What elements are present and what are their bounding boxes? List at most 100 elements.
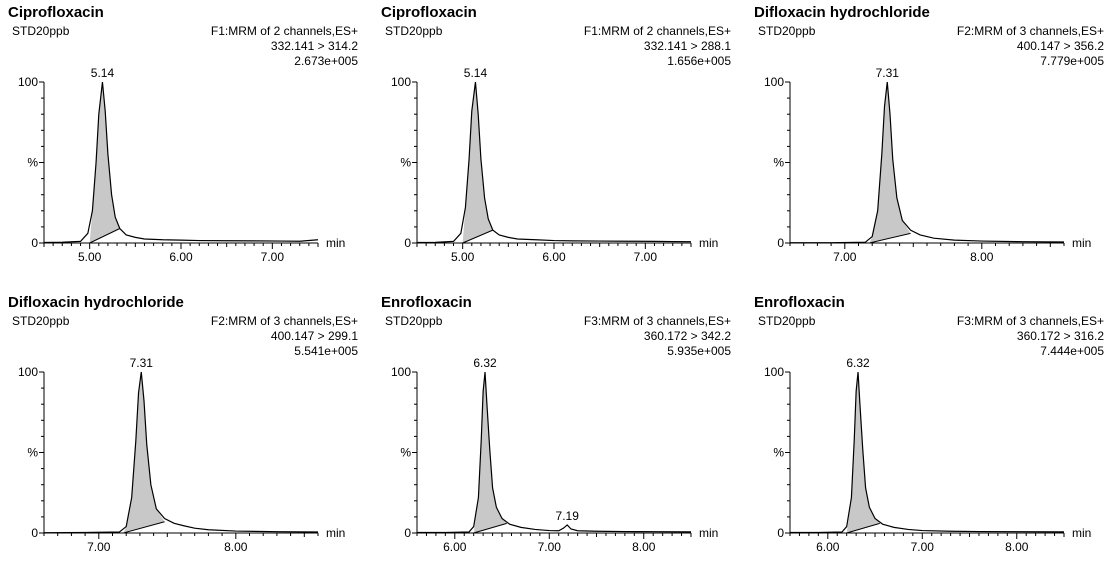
y-tick-label: %	[400, 156, 411, 170]
chromatogram-trace	[790, 81, 1065, 244]
y-tick-label: 100	[391, 365, 411, 379]
y-tick-label: %	[27, 156, 38, 170]
y-tick-label: %	[773, 156, 784, 170]
peak-label: 7.19	[556, 509, 580, 523]
chart-title: Enrofloxacin	[381, 294, 472, 311]
chromatogram-trace	[417, 371, 692, 534]
sample-name: STD20ppb	[12, 24, 70, 38]
peak-area	[123, 372, 165, 533]
y-tick-label: 0	[31, 526, 38, 540]
x-axis-label: min	[699, 236, 718, 250]
channel-info: F1:MRM of 2 channels,ES+ 332.141 > 288.1 1…	[584, 24, 731, 69]
chromatogram-trace	[43, 81, 319, 244]
chromatogram-plot: 0% 100 6.00 7.00 8.00 min 6.32	[764, 356, 1091, 554]
channel-label: F1:MRM of 2 channels,ES+	[583, 24, 731, 38]
peak-label: 6.32	[846, 356, 870, 370]
y-tick-label: 0	[404, 526, 411, 540]
x-tick-label: 6.00	[169, 250, 193, 264]
channel-label: F2:MRM of 3 channels,ES+	[210, 314, 358, 328]
y-tick-label: 100	[764, 365, 784, 379]
chromatogram-trace	[416, 81, 692, 244]
x-axis-label: min	[1072, 236, 1091, 250]
x-tick-label: 7.00	[911, 540, 935, 554]
chromatogram-trace	[790, 371, 1065, 534]
channel-info: F3:MRM of 3 channels,ES+ 360.172 > 316.2 7…	[957, 314, 1104, 359]
chromatogram-panel: Ciprofloxacin STD20ppb F1:MRM of 2 channel…	[373, 0, 741, 290]
peak-area	[869, 82, 911, 243]
y-tick-label: 0	[31, 236, 38, 250]
sample-name: STD20ppb	[12, 314, 70, 328]
intensity-label: 5.935e+005	[667, 344, 731, 358]
y-tick-label: 0	[404, 236, 411, 250]
peak-baseline	[869, 232, 911, 244]
peak-label: 7.31	[130, 356, 154, 370]
y-tick-label: 0	[777, 236, 784, 250]
peak-baseline	[89, 228, 121, 244]
peak-label: 5.14	[91, 66, 115, 80]
chromatogram-panel: Enrofloxacin STD20ppb F3:MRM of 3 channels…	[746, 290, 1104, 580]
x-axis-label: min	[326, 526, 345, 540]
y-tick-label: 100	[18, 365, 38, 379]
chromatogram-plot: 0% 100 6.00 7.00 8.00 min 6.32 7.19	[391, 356, 718, 554]
y-tick-label: %	[400, 446, 411, 460]
peak-baseline	[473, 522, 507, 534]
x-tick-label: 6.00	[443, 540, 467, 554]
y-tick-label: %	[773, 446, 784, 460]
x-tick-label: 7.00	[538, 540, 562, 554]
peak-baseline	[123, 521, 165, 534]
channel-info: F2:MRM of 3 channels,ES+ 400.147 > 356.2 7…	[957, 24, 1104, 69]
peak-label: 5.14	[464, 66, 488, 80]
channel-label: F2:MRM of 3 channels,ES+	[956, 24, 1104, 38]
peak-area	[89, 82, 120, 243]
channel-label: F3:MRM of 3 channels,ES+	[583, 314, 731, 328]
x-axis-label: min	[699, 526, 718, 540]
x-tick-label: 6.00	[542, 250, 566, 264]
channel-label: F3:MRM of 3 channels,ES+	[956, 314, 1104, 328]
chart-title: Ciprofloxacin	[8, 4, 104, 21]
x-tick-label: 6.00	[816, 540, 840, 554]
channel-label: F1:MRM of 2 channels,ES+	[210, 24, 358, 38]
chromatogram-plot: 0% 100 7.00 8.00 min 7.31	[18, 356, 345, 554]
y-tick-label: 100	[18, 75, 38, 89]
chromatogram-plot: 0% 100 5.00 6.00 7.00 min 5.14	[18, 66, 345, 264]
chromatogram-plot: 0% 100 7.00 8.00 min 7.31	[764, 66, 1091, 264]
x-axis-label: min	[1072, 526, 1091, 540]
peak-label: 7.31	[876, 66, 900, 80]
chromatogram-grid: Ciprofloxacin STD20ppb F1:MRM of 2 channel…	[0, 0, 1104, 554]
channel-info: F2:MRM of 3 channels,ES+ 400.147 > 299.1 5…	[211, 314, 358, 359]
x-tick-label: 8.00	[224, 540, 248, 554]
sample-name: STD20ppb	[385, 314, 443, 328]
chart-title: Difloxacin hydrochloride	[754, 4, 930, 21]
sample-name: STD20ppb	[758, 24, 816, 38]
y-tick-label: %	[27, 446, 38, 460]
transition-label: 400.147 > 299.1	[270, 329, 358, 343]
x-tick-label: 7.00	[261, 250, 285, 264]
chart-title: Enrofloxacin	[754, 294, 845, 311]
x-tick-label: 5.00	[451, 250, 475, 264]
channel-info: F1:MRM of 2 channels,ES+ 332.141 > 314.2 2…	[211, 24, 358, 69]
intensity-label: 5.541e+005	[294, 344, 358, 358]
chromatogram-panel: Ciprofloxacin STD20ppb F1:MRM of 2 channel…	[0, 0, 368, 290]
chromatogram-panel: Enrofloxacin STD20ppb F3:MRM of 3 channels…	[373, 290, 741, 580]
sample-name: STD20ppb	[758, 314, 816, 328]
transition-label: 360.172 > 316.2	[1016, 329, 1104, 343]
intensity-label: 1.656e+005	[667, 54, 731, 68]
x-tick-label: 8.00	[632, 540, 656, 554]
transition-label: 400.147 > 356.2	[1016, 39, 1104, 53]
chart-title: Ciprofloxacin	[381, 4, 477, 21]
chromatogram-panel: Difloxacin hydrochloride STD20ppb F2:MRM o…	[746, 0, 1104, 290]
chromatogram-trace	[43, 371, 319, 534]
peak-baseline	[846, 522, 880, 534]
x-tick-label: 8.00	[1005, 540, 1029, 554]
chromatogram-plot: 0% 100 5.00 6.00 7.00 min 5.14	[391, 66, 718, 264]
sample-name: STD20ppb	[385, 24, 443, 38]
y-tick-label: 100	[764, 75, 784, 89]
transition-label: 360.172 > 342.2	[643, 329, 731, 343]
intensity-label: 2.673e+005	[294, 54, 358, 68]
peak-label: 6.32	[473, 356, 497, 370]
x-tick-label: 7.00	[833, 250, 857, 264]
x-tick-label: 7.00	[87, 540, 111, 554]
intensity-label: 7.444e+005	[1040, 344, 1104, 358]
peak-baseline	[462, 229, 494, 244]
x-tick-label: 5.00	[78, 250, 102, 264]
